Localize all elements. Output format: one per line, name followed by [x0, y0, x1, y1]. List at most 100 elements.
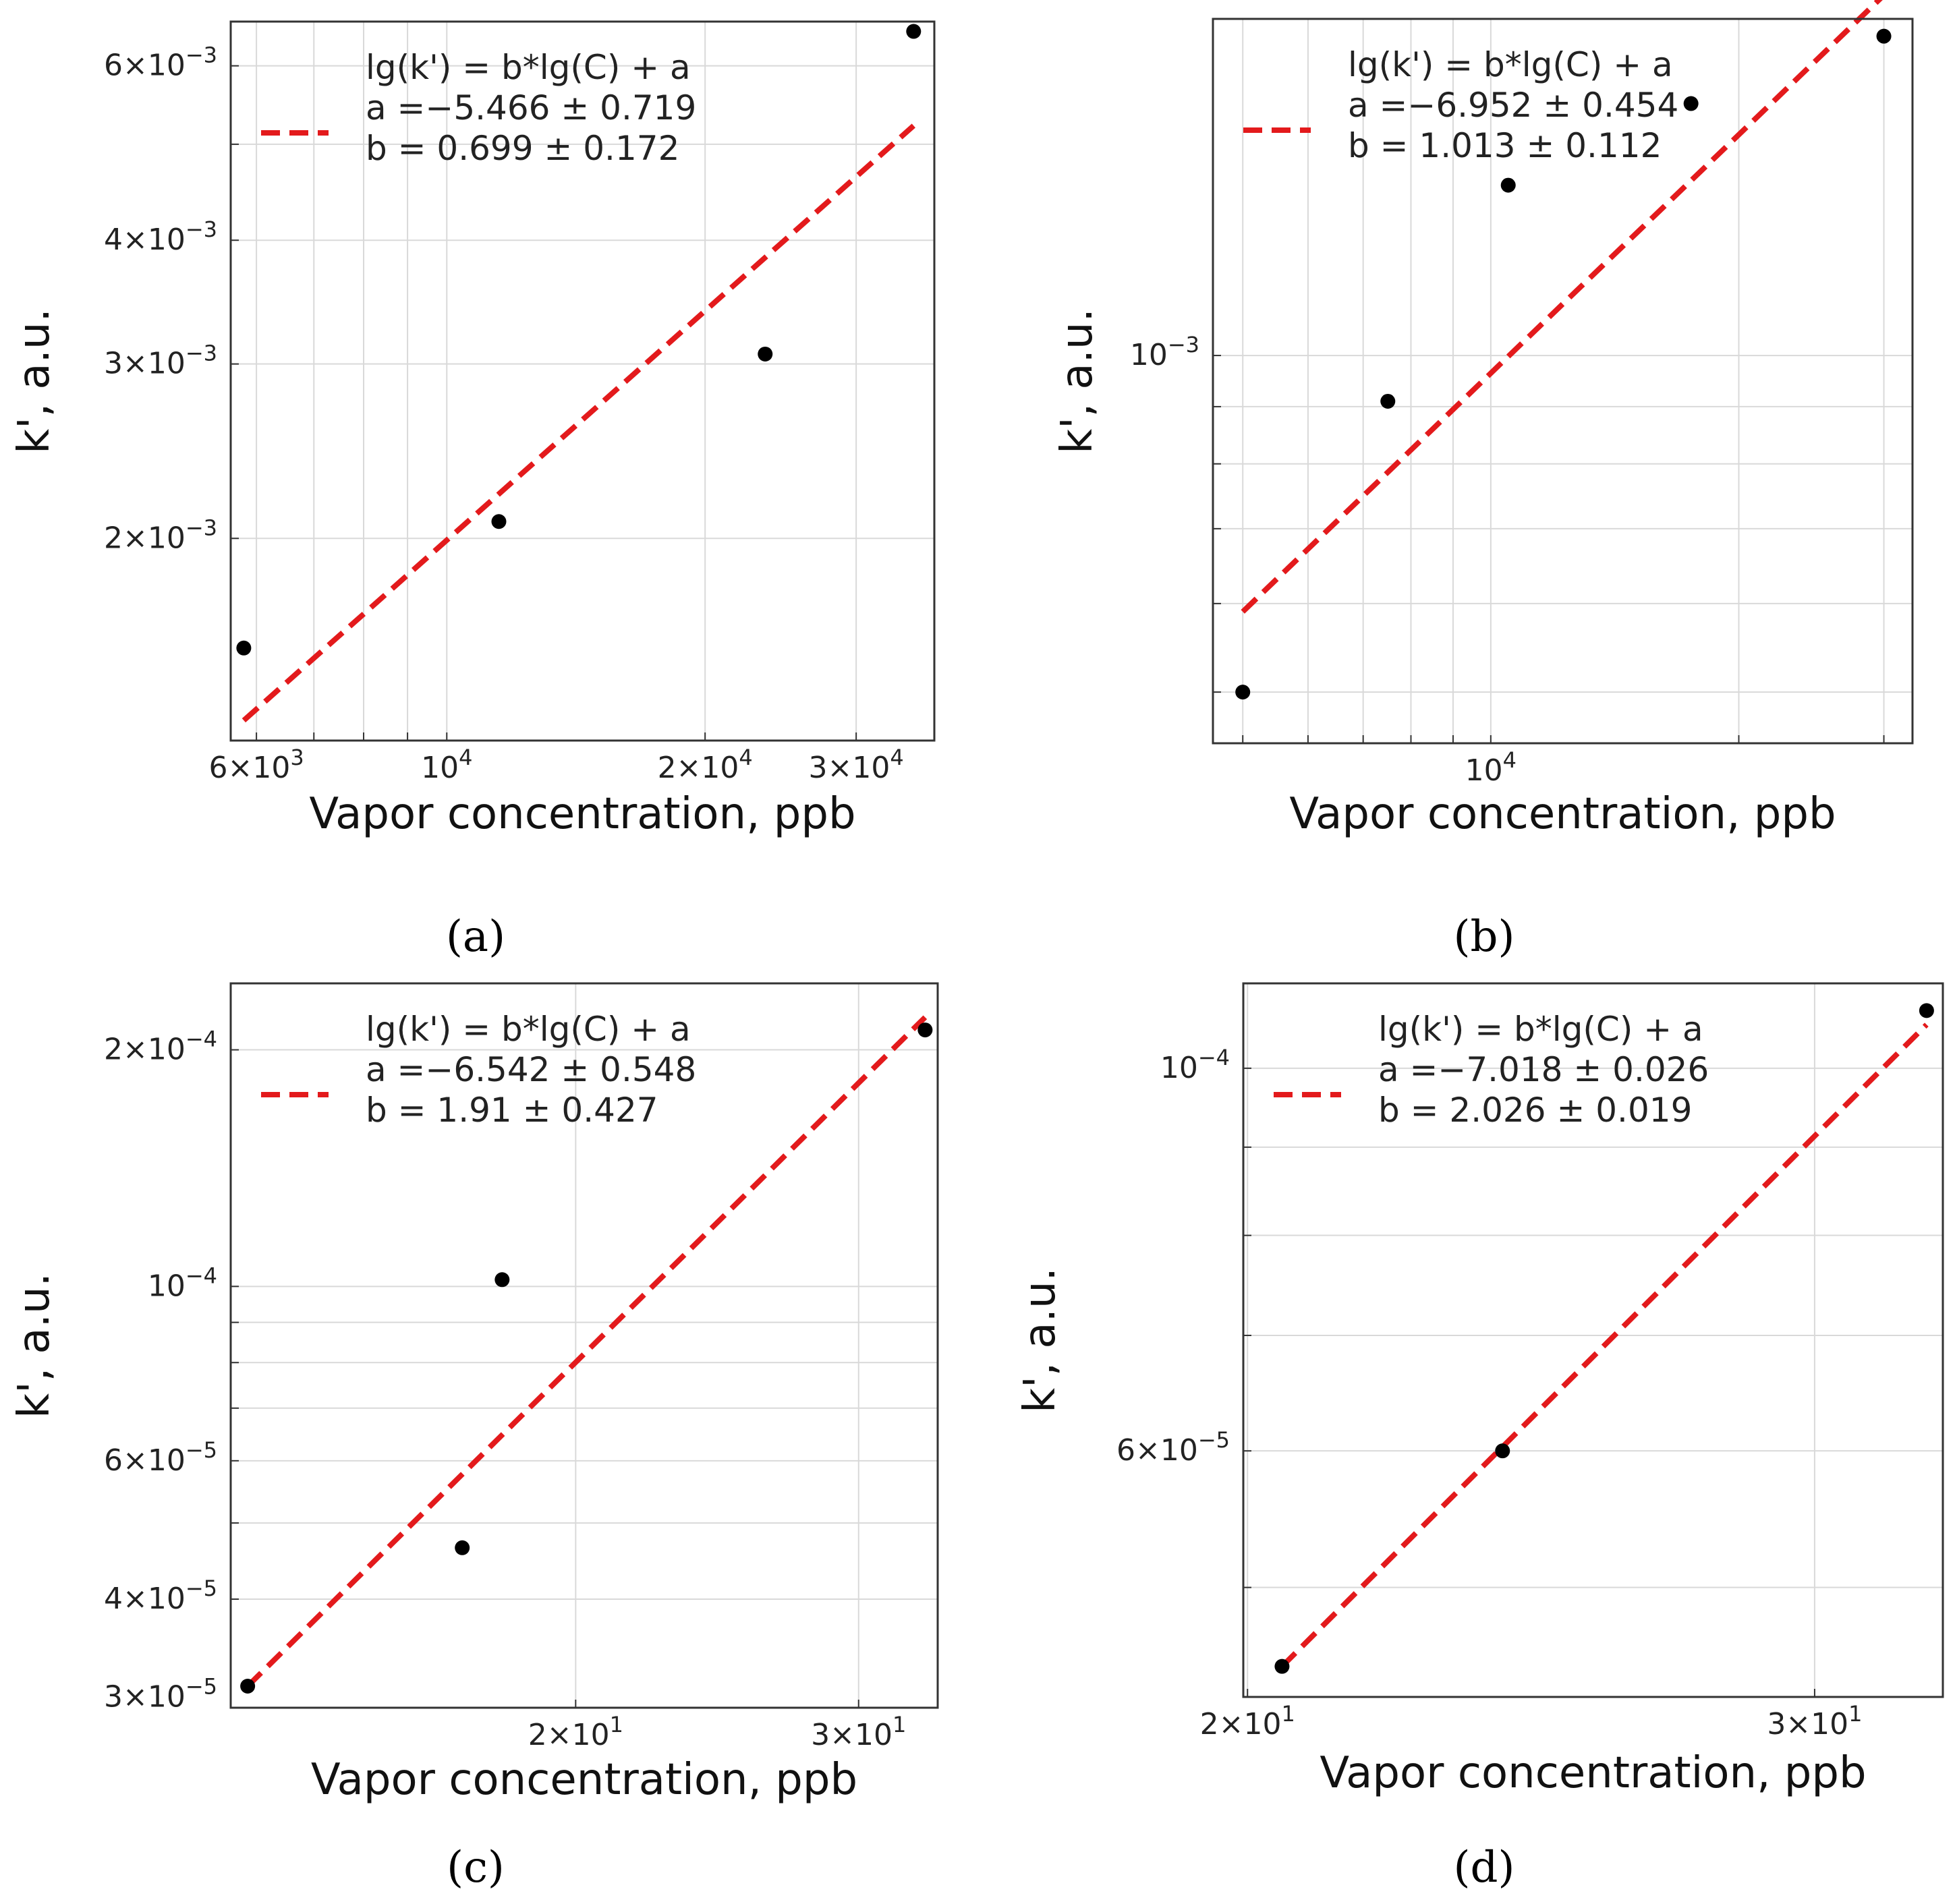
gridlines	[231, 983, 938, 1708]
data-point	[240, 1678, 256, 1694]
y-tick-label: 10−4	[148, 1263, 217, 1303]
x-axis-label: Vapor concentration, ppb	[1289, 789, 1836, 839]
legend-text-line: a =−6.542 ± 0.548	[366, 1050, 696, 1089]
data-point	[1876, 28, 1892, 44]
fit-line	[1280, 1022, 1929, 1669]
data-point	[236, 640, 252, 656]
y-tick-exponent: −5	[186, 1576, 217, 1601]
panel-caption: (a)	[446, 912, 505, 962]
legend-text-line: lg(k') = b*lg(C) + a	[1378, 1010, 1703, 1049]
y-tick-exponent: −4	[1198, 1045, 1230, 1070]
data-point	[1274, 1658, 1290, 1674]
y-tick-exponent: −5	[186, 1437, 217, 1463]
data-point	[455, 1540, 470, 1555]
tick-marks	[1213, 355, 1885, 743]
x-tick-label: 3×101	[1767, 1701, 1862, 1741]
x-tick-label: 6×103	[209, 745, 304, 785]
y-axis-label: k', a.u.	[9, 1273, 59, 1418]
x-tick-exponent: 3	[290, 745, 304, 770]
panel-caption: (d)	[1454, 1843, 1515, 1893]
legend-text-line: a =−7.018 ± 0.026	[1378, 1050, 1709, 1089]
data-point	[1919, 1003, 1934, 1018]
y-tick-label: 10−3	[1130, 332, 1199, 372]
data-point	[494, 1272, 510, 1288]
y-tick-label: 2×10−3	[104, 515, 217, 555]
y-tick-label: 4×10−5	[104, 1576, 217, 1616]
data-point	[1500, 177, 1516, 193]
tick-marks	[231, 65, 857, 741]
y-tick-label: 4×10−3	[104, 217, 217, 257]
x-tick-label: 2×101	[1200, 1701, 1295, 1741]
data-point	[917, 1022, 933, 1038]
y-tick-label: 3×10−3	[104, 341, 217, 381]
x-tick-exponent: 4	[1503, 747, 1517, 773]
x-axis-label: Vapor concentration, ppb	[309, 789, 855, 839]
data-point	[1380, 393, 1396, 409]
y-tick-label: 10−4	[1160, 1045, 1230, 1085]
x-tick-exponent: 1	[1848, 1701, 1862, 1727]
fit-line	[1241, 0, 1883, 614]
y-tick-label: 6×10−3	[104, 42, 217, 83]
legend-text-line: b = 0.699 ± 0.172	[366, 129, 679, 168]
panel-caption: (b)	[1454, 912, 1515, 962]
y-tick-exponent: −4	[186, 1263, 217, 1288]
x-axis-label: Vapor concentration, ppb	[311, 1755, 857, 1805]
legend-text-line: b = 2.026 ± 0.019	[1378, 1091, 1692, 1130]
y-tick-exponent: −3	[186, 42, 217, 68]
plot-frame	[1242, 982, 1944, 1698]
y-axis-label: k', a.u.	[1052, 308, 1102, 454]
plot-frame	[229, 982, 939, 1709]
plot-frame	[229, 20, 936, 742]
tick-marks	[1243, 1067, 1815, 1697]
legend-text-line: lg(k') = b*lg(C) + a	[366, 1010, 691, 1049]
plot-frame	[1212, 18, 1914, 745]
y-tick-exponent: −5	[186, 1674, 217, 1700]
y-tick-label: 6×10−5	[104, 1437, 217, 1478]
panel-caption: (c)	[447, 1843, 505, 1893]
gridlines	[1213, 19, 1913, 743]
gridlines	[1243, 983, 1943, 1697]
y-tick-exponent: −3	[186, 217, 217, 242]
legend-text-line: b = 1.013 ± 0.112	[1348, 126, 1662, 165]
y-tick-exponent: −3	[186, 515, 217, 540]
y-tick-exponent: −3	[1168, 332, 1199, 357]
y-axis-label: k', a.u.	[1015, 1267, 1065, 1413]
y-tick-exponent: −4	[186, 1027, 217, 1052]
tick-marks	[231, 1049, 859, 1708]
x-tick-label: 3×101	[811, 1712, 906, 1752]
x-tick-exponent: 1	[893, 1712, 906, 1737]
y-axis-label: k', a.u.	[9, 308, 59, 454]
x-tick-exponent: 4	[739, 745, 752, 770]
fit-line	[246, 1015, 928, 1688]
x-tick-label: 2×104	[658, 745, 753, 785]
x-tick-label: 104	[421, 745, 472, 785]
data-point	[758, 346, 773, 362]
x-tick-exponent: 1	[1281, 1701, 1295, 1727]
data-point	[906, 24, 922, 39]
y-tick-exponent: −5	[1198, 1427, 1230, 1453]
legend-text-line: b = 1.91 ± 0.427	[366, 1091, 658, 1130]
legend-text-line: lg(k') = b*lg(C) + a	[366, 48, 691, 87]
data-point	[1235, 685, 1251, 700]
legend-text-line: a =−6.952 ± 0.454	[1348, 86, 1678, 125]
y-tick-label: 3×10−5	[104, 1674, 217, 1714]
y-tick-exponent: −3	[186, 341, 217, 366]
y-tick-label: 2×10−4	[104, 1027, 217, 1067]
x-tick-label: 3×104	[809, 745, 904, 785]
y-tick-label: 6×10−5	[1116, 1427, 1230, 1468]
x-tick-exponent: 4	[459, 745, 472, 770]
fit-line	[242, 123, 915, 723]
x-tick-label: 104	[1465, 747, 1517, 788]
data-point	[491, 514, 507, 529]
legend-text-line: a =−5.466 ± 0.719	[366, 88, 696, 127]
x-tick-label: 2×101	[528, 1712, 623, 1752]
